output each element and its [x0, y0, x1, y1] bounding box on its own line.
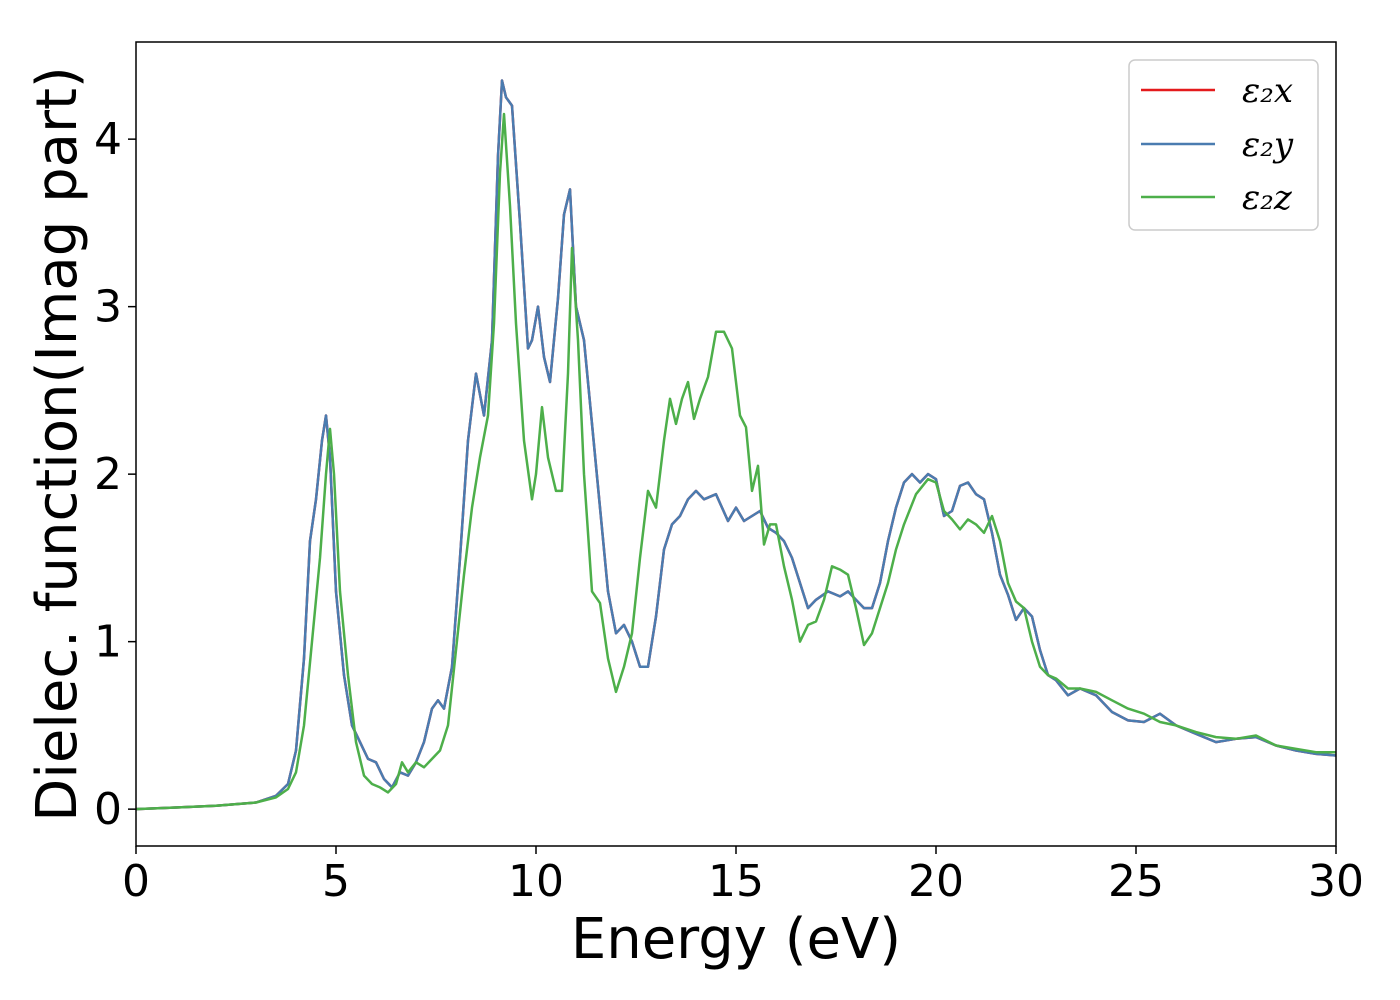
legend-frame: [1128, 59, 1319, 231]
series-line-2: [135, 112, 1336, 811]
y-tick-label: 3: [94, 282, 122, 333]
x-tick-label: 25: [1108, 856, 1164, 907]
y-tick-label: 0: [94, 784, 122, 835]
series-line-1: [135, 79, 1337, 811]
legend-label-z: ε₂z: [1242, 178, 1293, 218]
legend-label-y: ε₂y: [1242, 125, 1294, 165]
x-tick-label: 30: [1308, 856, 1364, 907]
x-tick-label: 5: [322, 856, 350, 907]
y-axis: 0 1 2 3 4: [94, 114, 136, 835]
y-tick-label: 4: [94, 114, 122, 165]
x-tick-label: 15: [708, 856, 764, 907]
x-tick-label: 0: [122, 856, 150, 907]
y-tick-label: 1: [94, 617, 122, 668]
x-tick-label: 20: [908, 856, 964, 907]
x-axis: 0 5 10 15 20 25 30: [122, 846, 1364, 907]
y-axis-title: Dielec. function(Imag part): [25, 66, 90, 822]
y-tick-label: 2: [94, 449, 122, 500]
legend-label-x: ε₂x: [1242, 71, 1293, 111]
series-layer: [135, 79, 1337, 811]
x-axis-title: Energy (eV): [571, 907, 901, 972]
x-tick-label: 10: [508, 856, 564, 907]
legend: ε₂x ε₂y ε₂z: [1128, 59, 1319, 231]
